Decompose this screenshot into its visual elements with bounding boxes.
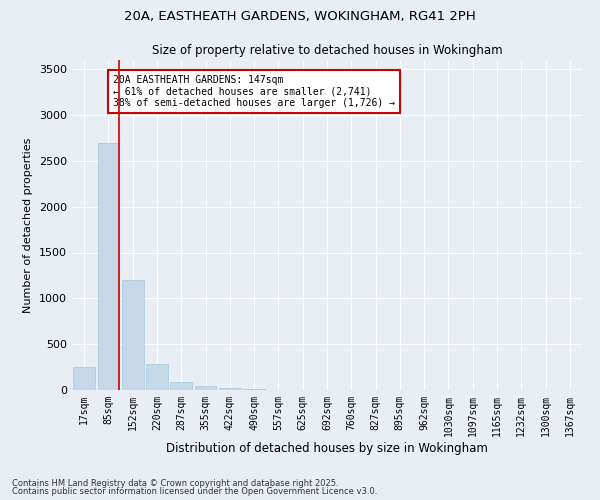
Text: 20A, EASTHEATH GARDENS, WOKINGHAM, RG41 2PH: 20A, EASTHEATH GARDENS, WOKINGHAM, RG41 … <box>124 10 476 23</box>
Bar <box>122 280 143 390</box>
Text: Contains HM Land Registry data © Crown copyright and database right 2025.: Contains HM Land Registry data © Crown c… <box>12 478 338 488</box>
Bar <box>73 367 95 390</box>
Bar <box>146 364 168 390</box>
Bar <box>219 388 241 390</box>
Y-axis label: Number of detached properties: Number of detached properties <box>23 138 34 312</box>
Bar <box>243 388 265 390</box>
Title: Size of property relative to detached houses in Wokingham: Size of property relative to detached ho… <box>152 44 502 58</box>
Text: 20A EASTHEATH GARDENS: 147sqm
← 61% of detached houses are smaller (2,741)
38% o: 20A EASTHEATH GARDENS: 147sqm ← 61% of d… <box>113 75 395 108</box>
Bar <box>97 142 119 390</box>
Bar <box>194 386 217 390</box>
X-axis label: Distribution of detached houses by size in Wokingham: Distribution of detached houses by size … <box>166 442 488 454</box>
Bar <box>170 382 192 390</box>
Text: Contains public sector information licensed under the Open Government Licence v3: Contains public sector information licen… <box>12 487 377 496</box>
